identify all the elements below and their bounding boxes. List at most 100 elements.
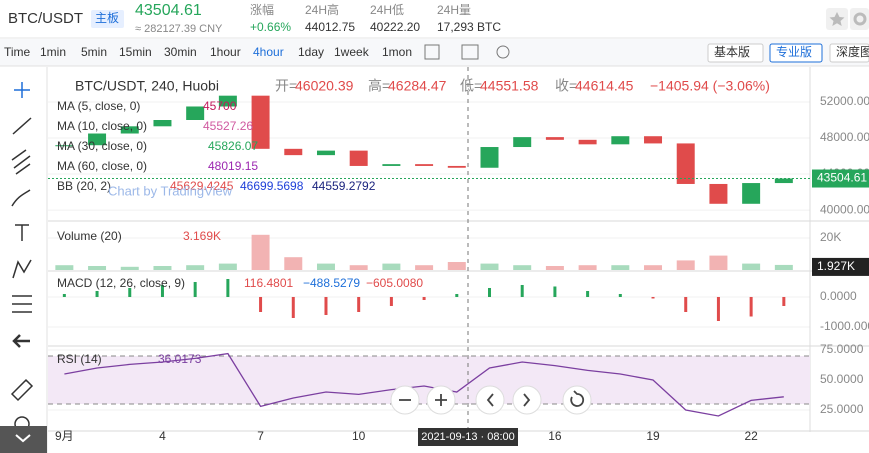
badge: 主板 [95, 11, 119, 25]
interval-button[interactable]: 1mon [382, 45, 412, 59]
x-tick-label: 22 [744, 429, 758, 443]
candle [611, 136, 630, 145]
text-tool[interactable] [15, 224, 29, 241]
stat-value: 17,293 BTC [437, 20, 501, 34]
ruler-tool[interactable] [10, 378, 34, 402]
macd-bar [291, 296, 295, 318]
volume-bar [774, 264, 793, 270]
y-tick-label: 25.0000 [820, 402, 864, 416]
y-tick-label: 75.0000 [820, 342, 864, 356]
interval-button[interactable]: 30min [164, 45, 197, 59]
candle [742, 183, 761, 204]
indicator-name: BB (20, 2) [57, 179, 111, 193]
candle [186, 106, 205, 120]
interval-button[interactable]: 1week [334, 45, 370, 59]
forecast-tool[interactable] [12, 295, 32, 313]
candle [382, 164, 401, 166]
ohlc-label: 收= [555, 78, 577, 94]
macd-bar [62, 293, 66, 297]
interval-button[interactable]: 1hour [210, 45, 241, 59]
macd-bar [95, 290, 99, 297]
candle [218, 95, 237, 107]
volume-bar [186, 265, 205, 270]
ohlc-value: 44551.58 [480, 78, 539, 94]
change-value: −1405.94 (−3.06%) [650, 78, 770, 94]
macd-bar [782, 296, 786, 306]
macd-value: −488.5279 [303, 276, 360, 290]
fullscreen-icon[interactable] [461, 44, 479, 60]
volume-bar [480, 263, 499, 270]
y-tick-label: 50.0000 [820, 372, 864, 386]
volume-bar [513, 265, 532, 270]
candle [545, 137, 564, 140]
macd-legend: MACD (12, 26, close, 9) [57, 276, 185, 290]
stat-label: 涨幅 [250, 2, 274, 17]
y-tick-label: 48000.00 [820, 130, 869, 144]
macd-bar [455, 293, 459, 297]
interval-button[interactable]: 1min [40, 45, 66, 59]
indicator-name: MA (10, close, 0) [57, 119, 147, 133]
zoom-button[interactable] [562, 385, 592, 415]
indicator-value: 44559.2792 [312, 179, 376, 193]
volume-bar [218, 263, 237, 270]
interval-button[interactable]: Time [4, 45, 31, 59]
volume-bar [611, 265, 630, 270]
macd-bar [520, 284, 524, 297]
macd-bar [553, 286, 557, 297]
brush-tool[interactable] [11, 189, 31, 207]
back-tool[interactable] [12, 334, 30, 348]
pair: BTC/USDT [8, 10, 83, 27]
crosshair-tool[interactable] [14, 82, 30, 98]
candle [316, 150, 335, 156]
x-tick-label: 10 [352, 429, 366, 443]
indicator-value: 46699.5698 [240, 179, 304, 193]
x-tick-label: 4 [159, 429, 166, 443]
pattern-tool[interactable] [12, 259, 32, 279]
last-price-label: 43504.61 [817, 171, 867, 185]
view-button[interactable]: 深度图 [836, 44, 869, 59]
view-button[interactable]: 基本版 [714, 45, 750, 59]
indicator-value: 45826.07 [208, 139, 258, 153]
last-price-tag [812, 169, 869, 188]
stat-label: 24H量 [437, 3, 471, 17]
volume-legend: Volume (20) [57, 229, 122, 243]
indicator-icon[interactable] [424, 44, 440, 60]
candle [644, 136, 663, 144]
indicator-value: 48019.15 [208, 159, 258, 173]
badge-bg [91, 10, 124, 28]
volume-bar [415, 265, 434, 270]
trendline-tool[interactable] [12, 117, 32, 135]
y-tick-label: -1000.0000 [820, 319, 869, 333]
interval-button[interactable]: 4hour [253, 45, 284, 59]
volume-bar [88, 266, 107, 270]
macd-bar [651, 296, 655, 299]
rsi-value: 36.0173 [158, 352, 202, 366]
candle [284, 148, 303, 156]
last-volume-tag [812, 257, 869, 276]
collapse-icon [15, 434, 31, 443]
crosshair-label: 2021-09-13 · 08:00 [421, 431, 515, 443]
volume-bar [316, 263, 335, 270]
ohlc-label: 低= [460, 78, 482, 94]
view-button-bg [829, 43, 869, 63]
interval-button[interactable]: 5min [81, 45, 107, 59]
candle [513, 137, 532, 148]
candle [88, 133, 107, 146]
view-button[interactable]: 专业版 [776, 44, 812, 59]
interval-button[interactable]: 15min [119, 45, 152, 59]
indicator-value: 45527.26 [203, 119, 253, 133]
zoom-icon [570, 390, 585, 407]
ohlc-value: 44614.45 [575, 78, 634, 94]
zoom-button[interactable] [475, 385, 505, 415]
zoom-button[interactable] [512, 385, 542, 415]
interval-button[interactable]: 1day [298, 45, 324, 59]
candle [480, 147, 499, 168]
volume-value: 3.169K [183, 229, 221, 243]
volume-bar [742, 263, 761, 270]
fib-tool[interactable] [11, 149, 31, 175]
settings-button[interactable] [850, 8, 869, 30]
candle [55, 145, 74, 147]
indicator-name: MA (5, close, 0) [57, 99, 140, 113]
rsi-legend: RSI (14) [57, 352, 102, 366]
screenshot-icon[interactable] [496, 45, 510, 59]
